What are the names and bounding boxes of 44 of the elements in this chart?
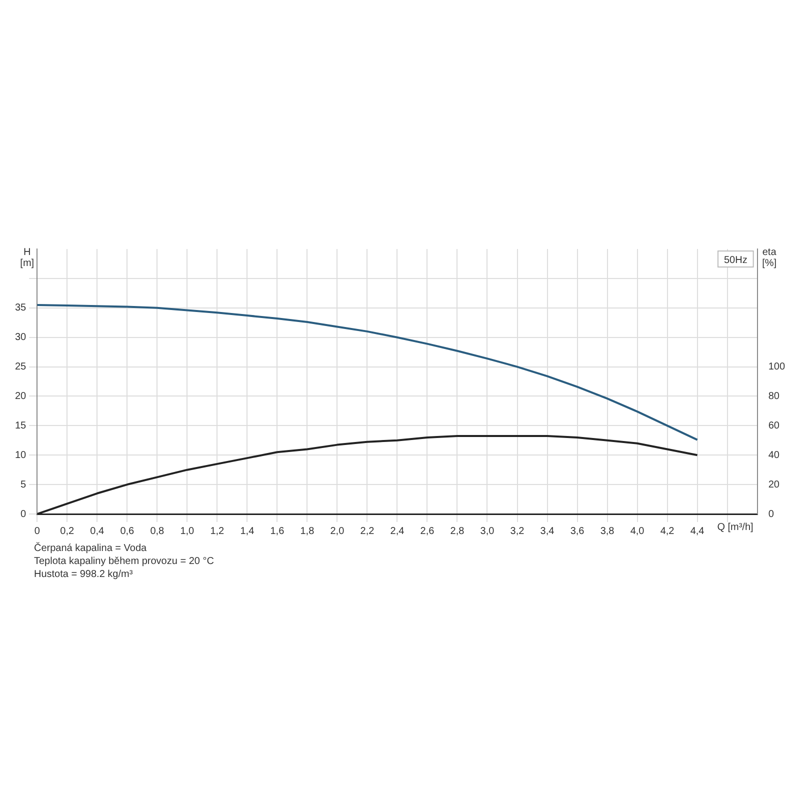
y-tick-label: 10 xyxy=(15,450,27,461)
y-tick-label: 30 xyxy=(15,332,27,344)
annotation: 50Hz xyxy=(724,255,748,266)
y-tick-label: 35 xyxy=(15,302,27,314)
y2-tick-label: 60 xyxy=(768,420,780,432)
x-tick-label: 1,0 xyxy=(180,526,195,537)
x-tick-label: 3,6 xyxy=(570,526,585,537)
x-tick-label: 1,6 xyxy=(270,526,285,537)
y-tick-label: 0 xyxy=(20,508,27,520)
x-tick-label: 2,8 xyxy=(450,526,465,537)
y-tick-label: 25 xyxy=(15,362,27,373)
x-tick-label: 1,2 xyxy=(210,526,225,537)
x-tick-label: 2,0 xyxy=(330,526,345,537)
x-tick-label: 3,0 xyxy=(480,526,495,537)
text: Hustota = 998.2 kg/m³ xyxy=(34,568,134,581)
text: Čerpaná kapalina = Voda xyxy=(34,542,148,555)
y2-tick-label: 40 xyxy=(768,450,780,461)
x-axis-title: Q [m³/h] xyxy=(717,522,754,533)
x-tick-label: 1,4 xyxy=(240,526,255,537)
x-tick-label: 0,4 xyxy=(90,526,105,537)
y-tick-label: 15 xyxy=(15,420,27,432)
y-tick-label: 5 xyxy=(20,479,27,490)
y-axis-title: H [m] xyxy=(20,247,34,269)
x-tick-label: 2,4 xyxy=(390,526,405,537)
x-tick-label: 2,6 xyxy=(420,526,435,537)
y2-tick-label: 100 xyxy=(768,362,786,373)
x-tick-label: 2,2 xyxy=(360,526,375,537)
text: Teplota kapaliny během provozu = 20 °C xyxy=(34,555,215,568)
x-tick-label: 0,6 xyxy=(120,526,135,537)
x-tick-label: 1,8 xyxy=(300,526,315,537)
x-tick-label: 4,2 xyxy=(660,526,675,537)
y2-tick-label: 80 xyxy=(768,390,780,402)
x-tick-label: 0 xyxy=(34,526,40,537)
y-tick-label: 20 xyxy=(15,390,27,402)
x-tick-label: 3,2 xyxy=(510,526,525,537)
x-tick-label: 3,4 xyxy=(540,526,555,537)
x-tick-label: 0,2 xyxy=(60,526,75,537)
x-tick-label: 4,0 xyxy=(630,526,645,537)
y2-tick-label: 0 xyxy=(768,508,774,520)
y2-tick-label: 20 xyxy=(768,479,780,490)
x-tick-label: 4,4 xyxy=(690,526,705,537)
x-tick-label: 3,8 xyxy=(600,526,615,537)
y2-axis-title: eta [%] xyxy=(762,247,777,269)
x-tick-label: 0,8 xyxy=(150,526,165,537)
